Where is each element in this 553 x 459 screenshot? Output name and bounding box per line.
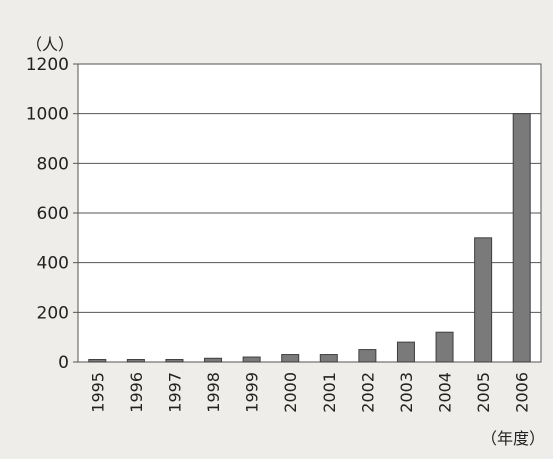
x-tick-label: 2000	[281, 372, 300, 413]
gridlines	[73, 63, 541, 363]
bars	[88, 113, 531, 363]
x-tick-label: 2004	[436, 372, 455, 413]
y-tick-label: 800	[37, 154, 69, 174]
bar-2000	[281, 354, 300, 363]
x-tick-label: 2005	[474, 372, 493, 413]
bar-1996	[126, 359, 145, 363]
bar-2002	[358, 349, 377, 363]
bar-2001	[319, 354, 338, 363]
y-tick-label: 200	[37, 303, 69, 323]
bar-2006	[512, 113, 531, 363]
y-tick-label: 400	[37, 254, 69, 274]
bar-1999	[242, 356, 261, 363]
x-axis-unit: （年度）	[481, 429, 545, 448]
x-tick-labels: 1995 1996 1997 1998 1999 2000 2001 2002 2003 2004…	[88, 372, 531, 413]
x-tick-label: 1995	[88, 372, 107, 413]
bar-2005	[474, 237, 493, 363]
y-axis-unit: （人）	[26, 35, 74, 54]
y-tick-labels: 0 200 400 600 800 1000 1200	[26, 55, 69, 373]
x-tick-label: 2002	[358, 372, 377, 413]
bar-1997	[165, 359, 184, 363]
x-tick-label: 2006	[513, 372, 532, 413]
bar-1998	[204, 357, 223, 363]
x-tick-label: 1999	[243, 372, 262, 413]
x-tick-label: 2001	[320, 372, 339, 413]
x-tick-label: 1998	[204, 372, 223, 413]
x-tick-label: 1996	[127, 372, 146, 413]
bar-1995	[88, 359, 107, 363]
y-tick-label: 600	[37, 204, 69, 224]
bar-2003	[396, 341, 415, 363]
bar-2004	[435, 331, 454, 363]
x-tick-label: 1997	[165, 372, 184, 413]
y-tick-label: 1200	[26, 55, 69, 75]
x-tick-label: 2003	[397, 372, 416, 413]
y-tick-label: 0	[58, 353, 69, 373]
y-tick-label: 1000	[26, 105, 69, 125]
